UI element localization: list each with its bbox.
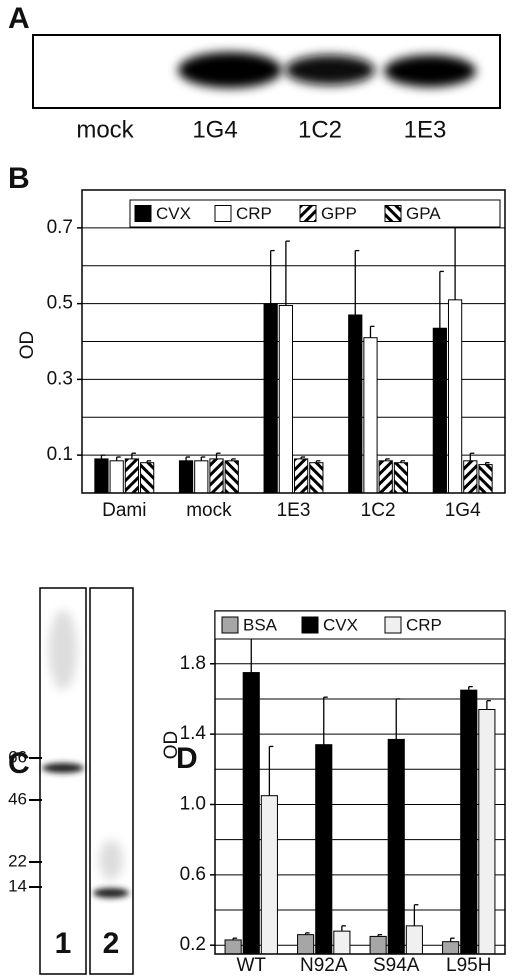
bar <box>363 337 378 494</box>
x-tick-label: mock <box>186 500 232 521</box>
blot-bands <box>178 52 476 88</box>
bar <box>309 462 324 494</box>
y-tick-label: 0.5 <box>47 293 73 314</box>
panel-label: A <box>8 2 30 35</box>
y-axis-title: OD <box>17 331 38 360</box>
bar <box>432 327 447 494</box>
bar <box>463 460 478 494</box>
bar <box>315 744 333 955</box>
legend-swatch <box>299 205 317 222</box>
bar <box>348 314 363 494</box>
x-tick-label: Dami <box>102 500 146 521</box>
x-tick-label: WT <box>236 955 266 976</box>
y-tick-label: 1.4 <box>180 723 207 744</box>
bar <box>460 689 478 955</box>
plot-frame <box>81 189 506 494</box>
bar <box>297 934 315 955</box>
legend-swatch <box>301 616 319 634</box>
bar <box>178 460 194 494</box>
marker-label: 66 <box>8 747 27 766</box>
bar <box>369 935 387 955</box>
bar <box>378 460 393 494</box>
lane-label: 1G4 <box>192 116 237 143</box>
marker-label: 46 <box>8 789 27 808</box>
bar <box>124 458 140 494</box>
x-tick-label: S94A <box>373 955 420 976</box>
legend-box <box>214 610 506 640</box>
bar <box>224 939 242 955</box>
legend-label: GPP <box>321 204 357 223</box>
marker-label: 14 <box>8 876 27 895</box>
bar <box>140 462 155 494</box>
legend-swatch <box>221 616 239 634</box>
x-tick-label: 1E3 <box>277 500 311 521</box>
blot-strip <box>89 587 134 975</box>
bar <box>387 738 405 955</box>
x-tick-label: 1C2 <box>361 500 396 521</box>
panel-label: C <box>8 747 30 780</box>
marker-ticks <box>29 757 42 888</box>
y-axis-title: OD <box>161 731 182 760</box>
blot-bands <box>42 610 129 898</box>
bar <box>478 464 493 494</box>
y-tick-label: 1.0 <box>180 794 206 815</box>
marker-label: 22 <box>8 851 27 870</box>
legend-label: CRP <box>406 615 442 634</box>
bar <box>447 299 463 494</box>
bar <box>94 458 109 494</box>
panel-label: B <box>8 162 30 195</box>
x-tick-label: N92A <box>300 955 348 976</box>
legend-label: BSA <box>243 615 278 634</box>
legend-label: CVX <box>323 615 358 634</box>
legend-swatch <box>384 205 402 222</box>
lane-number: 1 <box>55 927 72 960</box>
bar <box>224 460 239 494</box>
y-tick-label: 1.8 <box>180 653 206 674</box>
lane-label: mock <box>76 116 134 143</box>
panel-label: D <box>176 742 198 775</box>
bar <box>478 709 496 955</box>
y-tick-label: 0.7 <box>47 217 73 238</box>
lane-number: 2 <box>103 927 120 960</box>
legend-swatch <box>134 205 152 222</box>
legend-swatch <box>384 616 402 634</box>
x-tick-label: 1G4 <box>445 500 481 521</box>
lane-label: 1C2 <box>298 116 342 143</box>
bar <box>393 462 409 494</box>
x-tick-label: L95H <box>446 955 491 976</box>
bar <box>260 795 278 955</box>
bar <box>109 460 124 494</box>
legend-label: CVX <box>156 204 191 223</box>
bar <box>242 672 260 955</box>
legend-swatch <box>214 205 232 222</box>
bar <box>263 303 278 494</box>
legend-label: CRP <box>236 204 272 223</box>
bar <box>194 460 209 494</box>
y-tick-label: 0.3 <box>47 368 73 389</box>
bar <box>333 930 351 955</box>
bar <box>278 305 294 494</box>
y-tick-label: 0.1 <box>47 444 73 465</box>
y-tick-label: 0.2 <box>180 934 206 955</box>
bar <box>442 941 460 955</box>
lane-label: 1E3 <box>404 116 447 143</box>
legend-label: GPA <box>406 204 441 223</box>
bar <box>209 458 224 494</box>
bar <box>294 458 309 494</box>
y-tick-label: 0.6 <box>180 864 206 885</box>
bar <box>405 925 423 955</box>
